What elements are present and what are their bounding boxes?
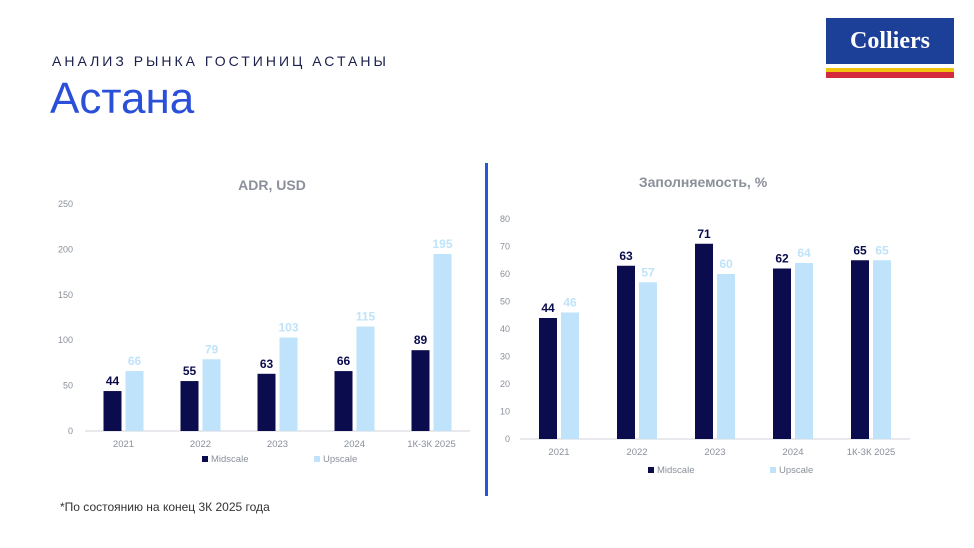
legend-label-midscale: Midscale [211, 454, 249, 465]
midscale-bar [695, 243, 713, 439]
upscale-bar [561, 312, 579, 439]
y-tick-label: 30 [500, 352, 510, 362]
x-tick-label: 2021 [548, 447, 569, 458]
chart-divider [485, 163, 488, 496]
legend-swatch-midscale [202, 456, 208, 462]
y-tick-label: 250 [58, 199, 73, 209]
page-title: Астана [50, 74, 195, 123]
midscale-bar [773, 268, 791, 439]
y-tick-label: 80 [500, 214, 510, 224]
upscale-data-label: 195 [432, 237, 452, 251]
midscale-bar [334, 371, 353, 431]
upscale-data-label: 57 [641, 265, 655, 279]
x-tick-label: 2024 [782, 447, 803, 458]
upscale-data-label: 60 [719, 257, 733, 271]
midscale-bar [180, 381, 199, 431]
midscale-bar [851, 260, 869, 439]
midscale-data-label: 44 [106, 374, 120, 388]
chart-title: Заполняемость, % [639, 174, 768, 190]
colliers-logo: Colliers [826, 18, 954, 78]
y-tick-label: 200 [58, 244, 73, 254]
upscale-bar [873, 260, 891, 439]
upscale-data-label: 46 [563, 296, 577, 310]
legend-label-midscale: Midscale [657, 465, 695, 476]
midscale-data-label: 65 [853, 243, 867, 257]
midscale-data-label: 63 [619, 249, 633, 263]
footnote: *По состоянию на конец 3К 2025 года [60, 500, 270, 514]
y-tick-label: 50 [63, 381, 73, 391]
midscale-data-label: 63 [260, 357, 274, 371]
x-tick-label: 2024 [344, 439, 365, 450]
x-tick-label: 2022 [626, 447, 647, 458]
midscale-bar [103, 391, 122, 431]
y-tick-label: 100 [58, 335, 73, 345]
legend-swatch-midscale [648, 467, 654, 473]
upscale-bar [356, 326, 375, 431]
y-tick-label: 50 [500, 297, 510, 307]
logo-text: Colliers [850, 28, 930, 54]
midscale-bar [257, 373, 276, 431]
midscale-data-label: 89 [414, 333, 428, 347]
y-tick-label: 150 [58, 290, 73, 300]
upscale-data-label: 66 [128, 354, 142, 368]
midscale-bar [617, 265, 635, 439]
legend-swatch-upscale [314, 456, 320, 462]
y-tick-label: 60 [500, 269, 510, 279]
midscale-bar [539, 318, 557, 439]
legend-swatch-upscale [770, 467, 776, 473]
upscale-data-label: 79 [205, 342, 219, 356]
upscale-bar [795, 263, 813, 439]
upscale-data-label: 103 [278, 320, 298, 334]
midscale-data-label: 62 [775, 252, 789, 266]
section-kicker: АНАЛИЗ РЫНКА ГОСТИНИЦ АСТАНЫ [52, 53, 389, 69]
upscale-bar [202, 359, 221, 431]
x-tick-label: 2023 [267, 439, 288, 450]
midscale-data-label: 66 [337, 354, 351, 368]
x-tick-label: 2023 [704, 447, 725, 458]
upscale-bar [717, 274, 735, 439]
upscale-bar [639, 282, 657, 439]
midscale-data-label: 44 [541, 301, 555, 315]
upscale-data-label: 64 [797, 246, 811, 260]
y-tick-label: 0 [68, 426, 73, 436]
x-tick-label: 2021 [113, 439, 134, 450]
upscale-bar [279, 337, 298, 431]
y-tick-label: 0 [505, 434, 510, 444]
upscale-bar [433, 253, 452, 431]
x-tick-label: 1К-3К 2025 [407, 439, 456, 450]
midscale-data-label: 55 [183, 364, 197, 378]
legend-label-upscale: Upscale [323, 454, 357, 465]
y-tick-label: 10 [500, 407, 510, 417]
legend-label-upscale: Upscale [779, 465, 813, 476]
x-tick-label: 1К-3К 2025 [847, 447, 896, 458]
midscale-data-label: 71 [697, 227, 711, 241]
y-tick-label: 70 [500, 242, 510, 252]
y-tick-label: 40 [500, 324, 510, 334]
upscale-data-label: 115 [356, 310, 376, 324]
y-tick-label: 20 [500, 379, 510, 389]
chart-title: ADR, USD [238, 177, 306, 193]
upscale-data-label: 65 [875, 243, 889, 257]
upscale-bar [125, 371, 144, 431]
x-tick-label: 2022 [190, 439, 211, 450]
midscale-bar [411, 350, 430, 431]
